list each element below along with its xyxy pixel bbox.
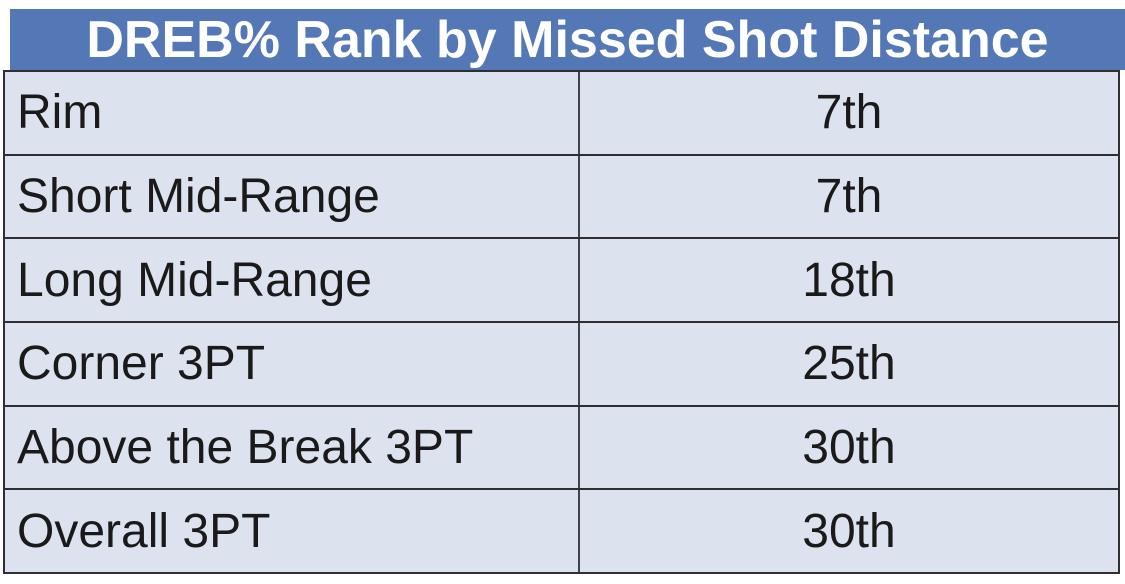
table-row: Short Mid-Range 7th	[5, 155, 1118, 240]
shot-distance-cell: Overall 3PT	[5, 490, 580, 573]
table-title-bar: DREB% Rank by Missed Shot Distance	[10, 9, 1125, 70]
rank-cell: 7th	[815, 86, 883, 140]
table-row: Long Mid-Range 18th	[5, 239, 1118, 324]
shot-distance-cell: Long Mid-Range	[5, 239, 580, 322]
table-row: Rim 7th	[5, 72, 1118, 156]
rank-cell: 7th	[815, 170, 883, 223]
shot-distance-cell: Rim	[5, 72, 580, 154]
shot-distance-cell: Above the Break 3PT	[5, 406, 580, 489]
rank-cell: 30th	[802, 421, 896, 475]
table-row: Overall 3PT 30th	[5, 490, 1118, 573]
rank-cell: 18th	[802, 253, 896, 307]
table-row: Corner 3PT 25th	[5, 323, 1118, 407]
rank-cell: 30th	[802, 504, 896, 558]
table-body: Rim 7th Short Mid-Range 7th Long Mid-Ran…	[3, 70, 1120, 574]
shot-distance-cell: Short Mid-Range	[5, 155, 580, 238]
rank-cell: 25th	[802, 337, 896, 391]
table-row: Above the Break 3PT 30th	[5, 406, 1118, 491]
table-title: DREB% Rank by Missed Shot Distance	[86, 10, 1049, 69]
shot-distance-cell: Corner 3PT	[5, 323, 580, 405]
